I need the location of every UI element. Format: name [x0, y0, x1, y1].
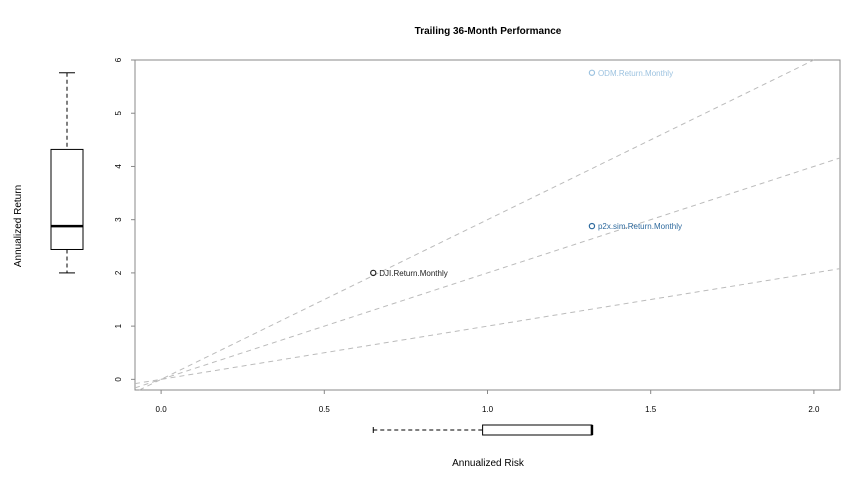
- sharpe-lines: [134, 59, 841, 391]
- data-point-label: p2x.sim.Return.Monthly: [598, 222, 682, 231]
- y-tick-label: 6: [114, 57, 123, 62]
- x-axis-label: Annualized Risk: [452, 458, 525, 469]
- risk-box: [482, 424, 593, 436]
- x-tick-label: 1.5: [645, 405, 657, 414]
- y-tick-label: 5: [114, 110, 123, 115]
- sharpe-line-1: [134, 268, 841, 385]
- y-axis: 0 1 2 3 4 5 6: [114, 57, 135, 382]
- data-point-label: DJI.Return.Monthly: [379, 269, 447, 278]
- data-point-label: ODM.Return.Monthly: [598, 69, 673, 78]
- return-box: [50, 148, 84, 250]
- y-tick-label: 0: [114, 377, 123, 382]
- sharpe-line-3: [139, 59, 815, 391]
- x-tick-label: 1.0: [482, 405, 494, 414]
- x-tick-label: 0.0: [156, 405, 168, 414]
- y-tick-label: 2: [114, 270, 123, 275]
- risk-boxplot: [372, 424, 594, 436]
- data-points: DJI.Return.Monthly p2x.sim.Return.Monthly…: [370, 69, 682, 278]
- data-point: [588, 222, 596, 230]
- data-point: [588, 69, 596, 76]
- chart-title: Trailing 36-Month Performance: [415, 26, 562, 37]
- y-tick-label: 1: [114, 323, 123, 328]
- data-point: [370, 269, 377, 277]
- y-axis-label: Annualized Return: [13, 185, 24, 267]
- x-tick-label: 2.0: [808, 405, 820, 414]
- x-axis: 0.0 0.5 1.0 1.5 2.0: [156, 390, 820, 414]
- return-boxplot: [50, 72, 84, 274]
- y-tick-label: 4: [114, 164, 123, 169]
- sharpe-line-2: [134, 157, 841, 389]
- y-tick-label: 3: [114, 217, 123, 222]
- x-tick-label: 0.5: [319, 405, 331, 414]
